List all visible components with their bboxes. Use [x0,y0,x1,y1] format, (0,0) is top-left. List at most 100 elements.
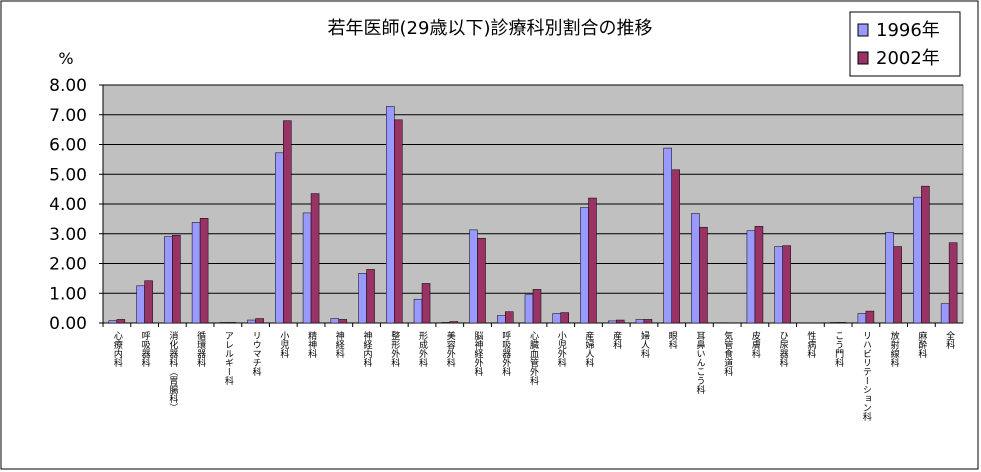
bar [505,311,514,324]
bar [199,218,209,324]
x-tick-label: 精神科 [306,330,317,359]
bar [948,242,958,324]
y-tick-label: 8.00 [49,76,87,96]
bar [338,319,348,324]
bar [421,283,431,324]
x-tick-label: 整形外科 [389,330,400,368]
bar [671,169,680,324]
bar [441,322,451,324]
x-tick-label: 消化器科（胃腸科） [167,330,178,412]
bar [580,207,589,324]
bar [746,230,756,324]
y-tick-label: 0.00 [49,314,87,334]
bar [469,229,478,324]
bar [358,273,367,324]
legend-label: 1996年 [876,20,940,41]
y-tick-label: 2.00 [49,255,87,275]
bar [310,193,320,324]
bar [857,313,867,324]
legend-swatch [857,23,869,37]
bar [754,226,764,324]
bar [921,185,930,324]
x-tick-label: 産科 [611,330,622,350]
bar [330,318,340,324]
x-tick-label: 耳鼻いんこう科 [694,331,705,395]
x-tick-label: 放射線科 [889,330,900,368]
x-tick-label: 脳神経外科 [473,330,484,377]
bar [885,232,894,324]
bar [699,226,708,324]
bar [136,285,145,324]
x-tick-label: 呼吸器外科 [500,331,511,377]
bar [255,318,264,324]
x-tick-label: リウマチ科 [251,331,261,377]
bar [394,119,403,324]
bar [865,310,875,324]
chart-title: 若年医師(29歳以下)診療科別割合の推移 [328,18,653,39]
bar [940,303,950,324]
bar [588,197,597,324]
bar [691,213,700,324]
bar [227,322,237,324]
bar [116,319,126,324]
bar [615,319,625,324]
bar [913,196,922,324]
bar [560,312,569,324]
x-tick-label: 性病科 [805,330,816,359]
x-tick-label: リハビリテーション科 [861,331,872,422]
bar [774,246,783,324]
bar [477,237,486,324]
bar [635,319,645,324]
bar [829,322,839,324]
bar [144,280,153,324]
x-tick-label: 気管食道科 [722,330,733,377]
legend-label: 2002年 [876,48,940,69]
x-tick-label: 美容外科 [445,330,456,368]
bar [172,234,181,324]
x-tick-label: 形成外科 [417,330,428,368]
x-tick-label: 心臓血管外科 [528,331,539,386]
bar [497,315,506,324]
bar [191,222,201,324]
y-tick-label: 3.00 [49,225,87,245]
x-tick-label: アレルギー科 [223,331,234,386]
bar [532,289,542,324]
x-tick-label: 呼吸器科 [140,331,151,368]
bar [366,269,375,324]
bar [524,294,534,324]
x-tick-label: ひ尿器科 [778,331,789,368]
y-tick-label: 7.00 [49,106,87,126]
bar [663,147,672,324]
bar [449,321,459,324]
bar [247,319,256,324]
bar [552,313,561,324]
x-tick-label: 心療内科 [112,331,123,368]
bar [837,322,847,324]
x-tick-label: 眼科 [667,331,678,350]
x-tick-label: 産婦人科 [583,330,594,368]
x-tick-label: 皮膚科 [750,330,761,359]
x-tick-label: 小児科 [278,331,289,359]
bar [643,319,653,324]
x-tick-label: 麻酔科 [916,330,927,359]
x-tick-label: 神経内科 [362,330,373,368]
bar [386,106,395,324]
y-tick-label: 1.00 [49,284,87,304]
bar [164,236,173,324]
bar [283,120,292,324]
bar [108,320,118,324]
x-tick-label: 神経科 [334,330,345,359]
y-tick-label: 6.00 [49,136,87,156]
legend-swatch [857,51,869,65]
x-tick-label: こう門科 [833,331,844,368]
x-tick-label: 婦人科 [639,330,650,359]
bar [219,322,229,324]
bar [413,298,423,324]
x-tick-label: 全科 [944,330,955,350]
y-tick-label: 4.00 [49,195,87,215]
bar [782,245,791,324]
x-tick-label: 小児外科 [556,331,567,368]
bar [302,212,312,324]
y-axis-unit: % [58,49,73,68]
